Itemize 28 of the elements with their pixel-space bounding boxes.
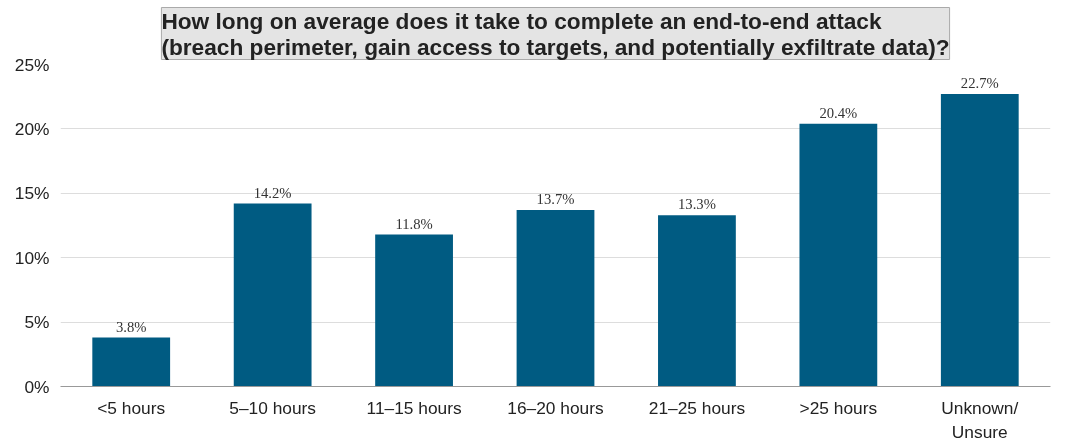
y-tick-label: 20% [14,118,50,139]
data-label: 11.8% [395,215,433,232]
y-tick-label: 10% [14,247,50,268]
y-tick-label: 15% [14,183,50,204]
y-tick-label: 0% [24,376,50,397]
y-tick-label: 25% [14,54,50,75]
bar [92,337,171,387]
data-label: 20.4% [819,104,858,121]
bar [799,123,878,387]
data-label: 22.7% [960,75,999,92]
data-label: 14.2% [253,184,292,201]
bar [375,234,453,387]
y-tick-label: 5% [24,312,50,333]
x-tick-label: 11–15 hours [366,397,462,418]
x-tick-label: <5 hours [97,397,166,418]
x-tick-label: >25 hours [799,397,878,418]
chart-title: How long on average does it take to complete an end-to-end attack (breach perimeter, gain access to targets, and potentially exfiltrate data)? [161,7,950,60]
bar [233,203,312,387]
bar [940,94,1019,387]
x-tick-label: 5–10 hours [229,397,317,418]
bar [658,215,736,387]
x-tick-label: 16–20 hours [507,397,605,418]
x-tick-label: Unknown/ Unsure [941,397,1019,442]
bar [516,210,595,387]
data-label: 3.8% [115,318,147,335]
data-label: 13.3% [678,196,716,213]
x-tick-label: 21–25 hours [648,397,746,418]
data-label: 13.7% [536,191,575,208]
